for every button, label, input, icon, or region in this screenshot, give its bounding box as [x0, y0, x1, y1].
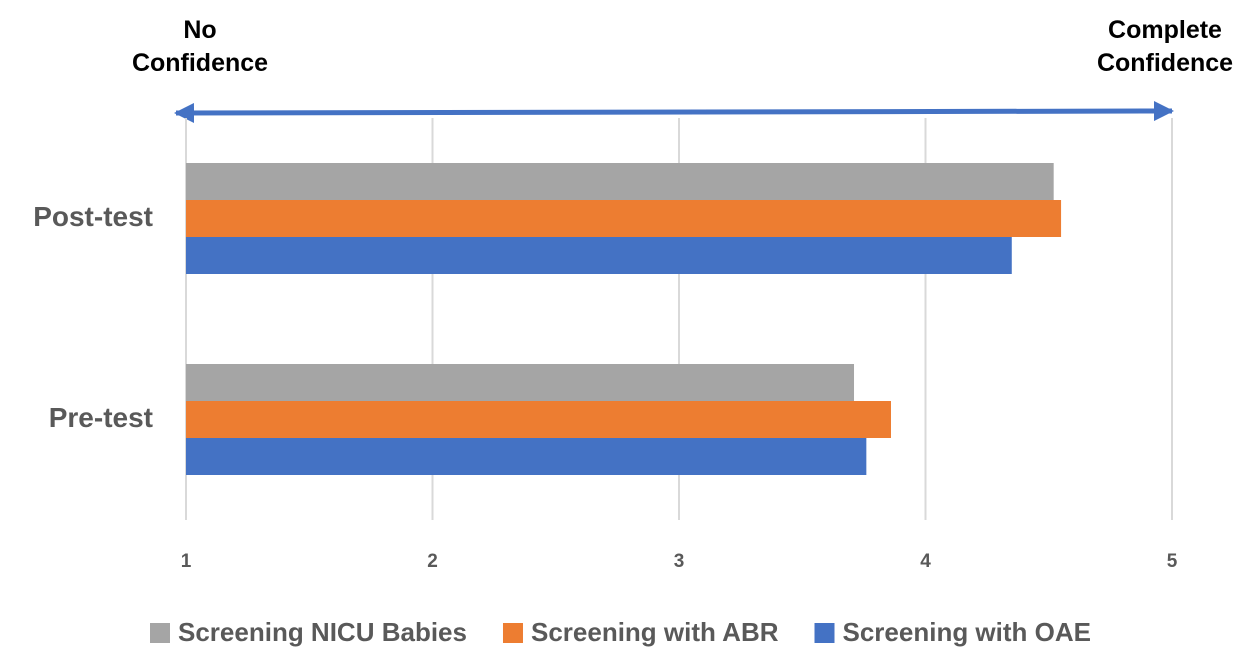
- legend-label: Screening with OAE: [843, 617, 1092, 647]
- x-tick-label: 1: [181, 551, 192, 572]
- y-tick-label: Pre-test: [49, 402, 153, 433]
- bar: [186, 237, 1012, 274]
- legend-swatch: [502, 623, 523, 643]
- bar: [186, 163, 1054, 200]
- x-tick-label: 5: [1167, 551, 1178, 572]
- y-tick-label: Post-test: [33, 201, 153, 232]
- bar: [186, 438, 867, 475]
- legend-label: Screening with ABR: [531, 617, 779, 647]
- confidence-arrow: [174, 101, 1174, 123]
- x-tick-label: 3: [674, 551, 685, 572]
- annotation-right: Complete Confidence: [1096, 16, 1234, 77]
- bar: [186, 364, 855, 401]
- bar: [186, 401, 891, 438]
- legend-swatch: [814, 623, 835, 643]
- x-tick-label: 4: [920, 551, 931, 572]
- x-tick-label: 2: [427, 551, 438, 572]
- legend-swatch: [150, 623, 170, 643]
- legend-label: Screening NICU Babies: [178, 617, 467, 647]
- bar: [186, 200, 1062, 237]
- annotation-left: No Confidence: [131, 16, 269, 77]
